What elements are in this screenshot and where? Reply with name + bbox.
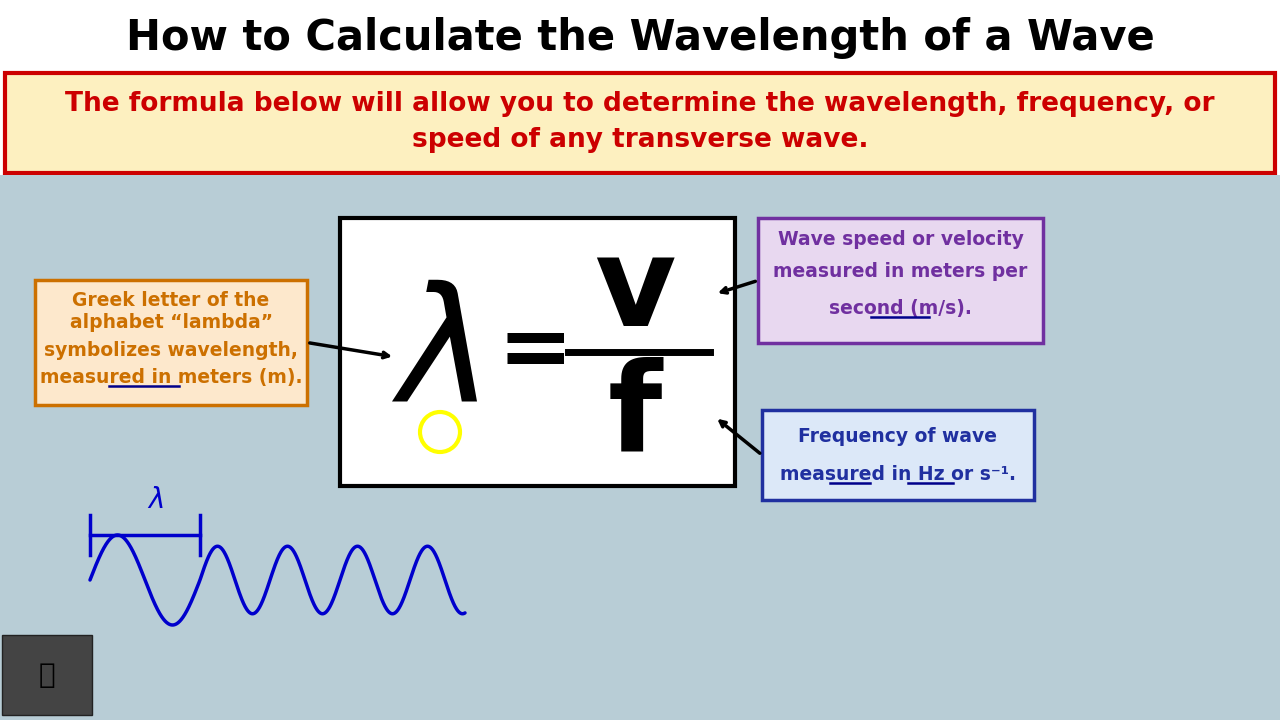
FancyBboxPatch shape xyxy=(5,73,1275,173)
Text: Greek letter of the: Greek letter of the xyxy=(73,290,270,310)
Text: Wave speed or velocity: Wave speed or velocity xyxy=(777,230,1024,249)
Text: symbolizes wavelength,: symbolizes wavelength, xyxy=(44,341,298,359)
Text: 👤: 👤 xyxy=(38,661,55,689)
FancyBboxPatch shape xyxy=(0,0,1280,72)
Text: $\lambda$: $\lambda$ xyxy=(147,486,164,514)
Text: alphabet “lambda”: alphabet “lambda” xyxy=(69,313,273,332)
Text: speed of any transverse wave.: speed of any transverse wave. xyxy=(412,127,868,153)
Text: measured in Hz or s⁻¹.: measured in Hz or s⁻¹. xyxy=(780,465,1016,485)
Text: $\lambda$: $\lambda$ xyxy=(392,279,479,434)
FancyBboxPatch shape xyxy=(0,175,1280,720)
Text: second (m/s).: second (m/s). xyxy=(829,299,972,318)
FancyBboxPatch shape xyxy=(762,410,1034,500)
Text: measured in meters (m).: measured in meters (m). xyxy=(40,368,302,387)
Text: How to Calculate the Wavelength of a Wave: How to Calculate the Wavelength of a Wav… xyxy=(125,17,1155,59)
FancyBboxPatch shape xyxy=(758,218,1043,343)
Text: f: f xyxy=(608,356,662,477)
FancyBboxPatch shape xyxy=(340,218,735,486)
Text: The formula below will allow you to determine the wavelength, frequency, or: The formula below will allow you to dete… xyxy=(65,91,1215,117)
Text: Frequency of wave: Frequency of wave xyxy=(799,428,997,446)
Text: =: = xyxy=(497,308,573,396)
Text: measured in meters per: measured in meters per xyxy=(773,261,1028,281)
Text: v: v xyxy=(594,232,676,353)
FancyBboxPatch shape xyxy=(3,635,92,715)
FancyBboxPatch shape xyxy=(35,280,307,405)
